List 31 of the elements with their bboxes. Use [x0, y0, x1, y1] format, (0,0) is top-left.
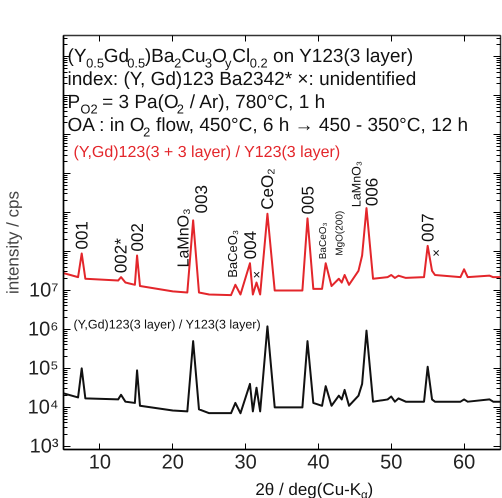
x-tick-label: 40 — [307, 452, 330, 474]
annotation: LaMnO₃ — [176, 208, 193, 268]
annotation: 006 — [362, 178, 382, 206]
y-axis-title: intensity / cps — [4, 190, 23, 294]
annotation: index: (Y, Gd)123 Ba2342* ×: unidentified — [68, 69, 416, 90]
annotation: 002 — [128, 223, 148, 252]
y-tick-label: 10⁵ — [28, 357, 59, 380]
annotation: BaCeO₃ — [318, 222, 330, 260]
annotation: 007 — [418, 213, 438, 242]
annotation: 004 — [240, 230, 260, 260]
annotation: 003 — [192, 185, 212, 214]
annotation: 001 — [72, 221, 92, 250]
annotation: 002* — [112, 238, 131, 274]
x-tick-label: 20 — [162, 452, 184, 474]
annotation: BaCeO₃ — [224, 230, 240, 278]
y-tick-label: 10³ — [30, 435, 59, 458]
x-tick-label: 10 — [88, 452, 112, 474]
series-label: (Y,Gd)123(3 layer) / Y123(3 layer) — [74, 317, 261, 332]
x-tick-label: 60 — [452, 452, 476, 474]
x-tick-label: 30 — [234, 452, 257, 474]
annotation: × — [249, 270, 264, 279]
text: (Y,Gd)123(3 + 3 layer) / Y123(3 layer) — [74, 144, 340, 162]
annotation: CeO₂ — [258, 168, 277, 210]
y-tick-label: 10⁷ — [29, 279, 58, 302]
x-tick-label: 50 — [380, 452, 402, 474]
annotation: × — [428, 249, 444, 257]
annotation: MgO(200) — [334, 210, 346, 256]
y-tick-label: 10⁴ — [28, 396, 59, 418]
y-tick-label: 10⁶ — [28, 318, 59, 340]
annotation: LaMnO₃ — [349, 161, 364, 208]
annotation: 005 — [298, 186, 318, 214]
